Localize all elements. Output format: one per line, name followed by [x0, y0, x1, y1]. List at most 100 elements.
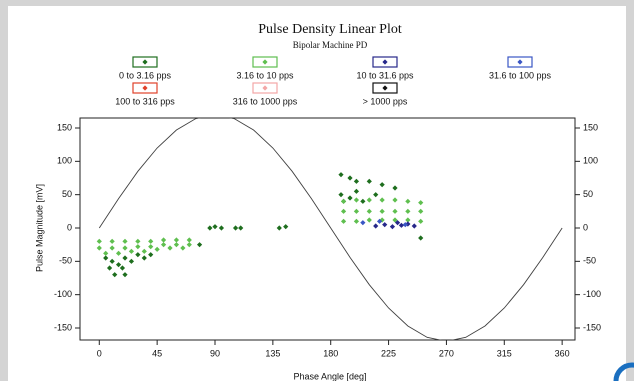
data-point: [338, 192, 344, 198]
legend-label: 0 to 3.16 pps: [119, 70, 172, 80]
data-point: [353, 218, 360, 224]
legend-marker: [517, 59, 523, 65]
data-point: [392, 185, 398, 191]
data-point: [135, 244, 141, 250]
data-point: [128, 258, 135, 264]
data-point: [276, 225, 282, 231]
data-point: [418, 235, 424, 241]
x-tick-label: 360: [555, 348, 570, 358]
data-point: [394, 220, 401, 226]
legend-marker: [262, 59, 268, 65]
x-tick-label: 135: [265, 348, 280, 358]
legend-marker: [142, 85, 148, 91]
data-point: [160, 242, 167, 248]
data-point: [96, 245, 102, 251]
data-point: [398, 222, 405, 228]
y-tick-label-right: 100: [583, 156, 598, 166]
data-point: [148, 244, 154, 250]
data-point: [180, 245, 186, 251]
y-tick-label-right: -150: [583, 322, 601, 332]
data-point: [173, 237, 180, 243]
y-tick-label-right: -100: [583, 289, 601, 299]
data-point: [379, 197, 385, 203]
data-point: [340, 198, 347, 204]
data-point: [353, 188, 360, 194]
y-tick-label-right: -50: [583, 256, 596, 266]
data-point: [338, 172, 344, 178]
data-point: [160, 237, 167, 243]
data-point: [366, 178, 372, 184]
data-point: [402, 222, 408, 228]
data-point: [96, 238, 102, 244]
data-point: [196, 242, 203, 248]
legend-marker: [262, 85, 268, 91]
data-point: [376, 218, 383, 224]
y-tick-label: -100: [54, 289, 72, 299]
data-point: [360, 220, 366, 226]
legend-marker: [382, 59, 388, 65]
data-point: [141, 255, 147, 261]
data-point: [122, 272, 128, 278]
data-point: [392, 217, 398, 223]
data-point: [232, 225, 239, 231]
legend-marker: [382, 85, 388, 91]
y-tick-label-right: 150: [583, 122, 598, 132]
data-point: [379, 182, 385, 188]
data-point: [373, 192, 379, 198]
data-point: [109, 258, 115, 264]
data-point: [353, 178, 360, 184]
legend-label: 100 to 316 pps: [115, 96, 175, 106]
data-point: [340, 218, 347, 224]
data-point: [106, 265, 113, 271]
data-point: [115, 250, 122, 256]
data-point: [379, 208, 385, 214]
data-point: [186, 242, 192, 248]
data-point: [353, 208, 360, 214]
data-point: [122, 245, 128, 251]
data-point: [366, 208, 372, 214]
chart-title: Pulse Density Linear Plot: [258, 22, 402, 37]
data-point: [366, 197, 372, 203]
data-point: [122, 238, 128, 244]
legend-label: > 1000 pps: [363, 96, 408, 106]
y-tick-label: -50: [59, 256, 72, 266]
data-point: [141, 248, 147, 254]
data-point: [112, 272, 118, 278]
data-point: [186, 237, 192, 243]
legend-marker: [142, 59, 148, 65]
data-point: [418, 218, 424, 224]
data-point: [148, 238, 154, 244]
legend-label: 10 to 31.6 pps: [356, 70, 414, 80]
chart-subtitle: Bipolar Machine PD: [293, 40, 368, 50]
y-tick-label-right: 0: [583, 222, 588, 232]
data-point: [405, 217, 411, 223]
x-tick-label: 0: [97, 348, 102, 358]
data-point: [405, 208, 411, 214]
data-point: [360, 198, 366, 204]
y-axis-label: Pulse Magnitude [mV]: [34, 184, 44, 272]
data-point: [405, 198, 411, 204]
data-point: [148, 252, 154, 258]
data-point: [109, 245, 115, 251]
data-point: [405, 221, 411, 227]
data-point: [347, 175, 353, 181]
data-point: [103, 250, 109, 256]
x-tick-label: 180: [323, 348, 338, 358]
y-tick-label: 100: [57, 156, 72, 166]
legend-label: 3.16 to 10 pps: [236, 70, 294, 80]
data-point: [382, 222, 388, 228]
data-point: [128, 248, 135, 254]
y-tick-label: 0: [67, 222, 72, 232]
reference-curve: [98, 118, 563, 340]
data-point: [119, 265, 126, 271]
data-point: [340, 208, 347, 214]
y-tick-label-right: 50: [583, 189, 593, 199]
data-point: [392, 197, 398, 203]
x-tick-label: 315: [497, 348, 512, 358]
data-point: [135, 252, 141, 258]
x-tick-label: 270: [439, 348, 454, 358]
legend-label: 31.6 to 100 pps: [489, 70, 552, 80]
data-point: [389, 224, 396, 230]
data-point: [392, 208, 398, 214]
